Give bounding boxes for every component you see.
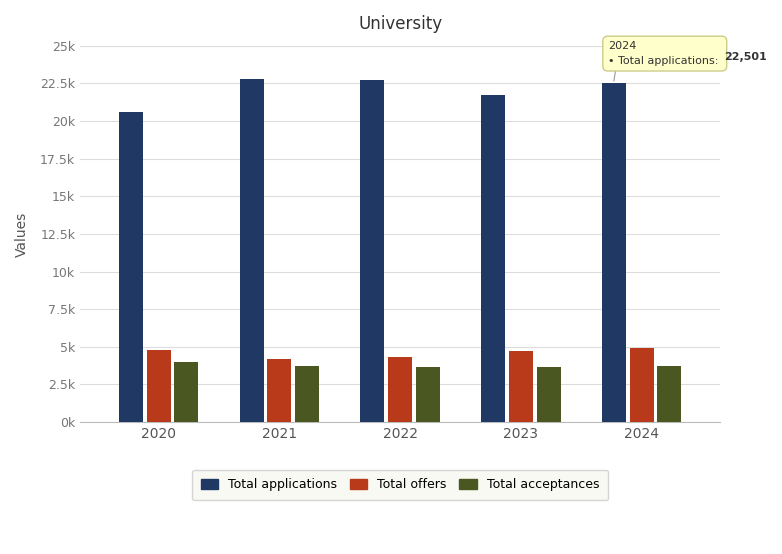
Bar xyxy=(509,351,533,422)
Bar xyxy=(119,112,143,422)
Legend: Total applications, Total offers, Total acceptances: Total applications, Total offers, Total … xyxy=(192,470,608,500)
Y-axis label: Values: Values xyxy=(15,211,29,257)
Text: 22,501: 22,501 xyxy=(724,52,767,62)
Bar xyxy=(146,350,170,422)
Bar xyxy=(295,366,319,422)
Bar xyxy=(361,80,385,422)
Bar xyxy=(481,95,505,422)
Bar xyxy=(536,367,561,422)
Text: 2024
• Total applications:: 2024 • Total applications: xyxy=(608,41,722,66)
Bar xyxy=(658,366,681,422)
Bar xyxy=(239,79,264,422)
Bar xyxy=(388,357,412,422)
Bar xyxy=(267,359,292,422)
Bar xyxy=(630,348,654,422)
Text: 2024
• Total applications: ​​​​​​​​​​​​​​​​​​​​22,501: 2024 • Total applications: ​​​​​​​​​​​​​… xyxy=(608,41,760,66)
Title: University: University xyxy=(358,15,442,33)
Bar xyxy=(602,83,626,422)
Bar xyxy=(174,362,199,422)
Bar xyxy=(416,367,440,422)
